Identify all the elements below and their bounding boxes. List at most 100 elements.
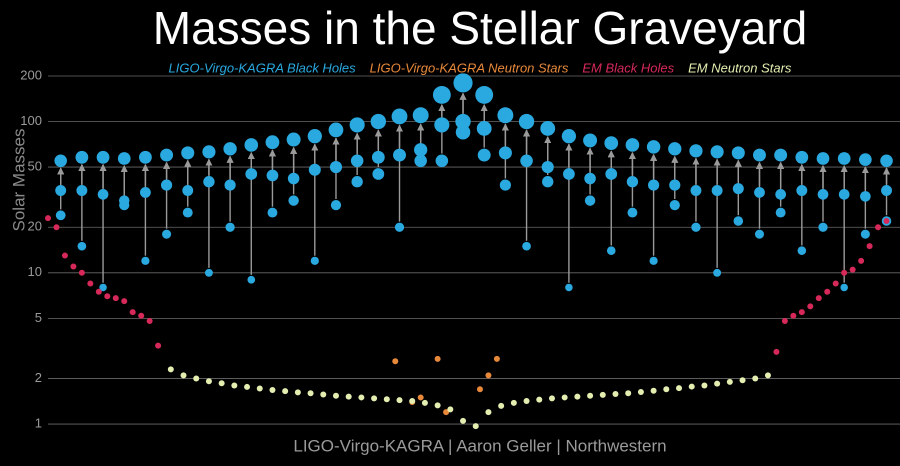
bh-point — [139, 186, 151, 198]
bh-point — [691, 222, 701, 232]
bh-point — [204, 268, 213, 277]
point — [294, 389, 301, 396]
chart-title: Masses in the Stellar Graveyard — [153, 2, 808, 54]
bh-point — [181, 146, 195, 160]
bh-point — [584, 195, 596, 206]
bh-point — [627, 207, 638, 218]
point — [676, 385, 683, 392]
legend-entry: EM Black Holes — [582, 60, 674, 75]
point — [383, 396, 390, 403]
point — [53, 224, 60, 231]
bh-point — [584, 172, 596, 185]
bh-point — [76, 185, 88, 196]
bh-point — [499, 179, 511, 191]
bh-point — [797, 246, 807, 255]
point — [824, 288, 831, 295]
point — [70, 263, 77, 270]
bh-point — [518, 113, 535, 130]
bh-point — [754, 229, 765, 239]
bh-point — [475, 85, 494, 104]
bh-point — [225, 222, 235, 232]
bh-point — [476, 121, 492, 136]
bh-point — [160, 148, 174, 162]
bh-point — [816, 152, 830, 165]
bh-point — [55, 185, 67, 196]
point — [104, 293, 111, 300]
point — [752, 375, 759, 382]
bh-point — [351, 176, 363, 188]
bh-point — [455, 113, 471, 130]
bh-point — [267, 207, 278, 218]
point — [548, 395, 555, 402]
bh-point — [202, 145, 216, 159]
bh-point — [860, 229, 870, 239]
y-tick-label: 10 — [28, 264, 42, 279]
point — [815, 295, 822, 302]
bh-point — [606, 246, 616, 255]
bh-point — [350, 154, 364, 168]
bh-point — [245, 168, 258, 180]
bh-point — [162, 229, 172, 239]
bh-point — [54, 154, 67, 168]
y-tick-label: 5 — [35, 310, 42, 325]
bh-point — [710, 145, 724, 159]
y-tick-label: 50 — [28, 158, 42, 173]
point — [282, 388, 289, 395]
bh-point — [453, 73, 473, 93]
bh-point — [859, 153, 872, 166]
point — [476, 386, 483, 393]
point — [256, 385, 263, 392]
point — [434, 402, 441, 409]
point — [205, 378, 212, 385]
point — [841, 269, 848, 276]
point — [790, 312, 797, 319]
bh-point — [565, 283, 573, 292]
bh-point — [224, 179, 236, 191]
bh-point — [563, 168, 575, 180]
point — [358, 394, 365, 401]
point — [87, 280, 94, 287]
point — [95, 288, 102, 295]
point — [523, 398, 530, 405]
point — [650, 387, 657, 394]
bh-point — [223, 142, 237, 156]
bh-point — [455, 124, 471, 140]
point — [875, 224, 882, 231]
bh-point — [266, 169, 279, 182]
bh-point — [840, 283, 848, 292]
y-tick-label: 2 — [35, 370, 42, 385]
bh-point — [817, 188, 829, 200]
bh-point — [328, 122, 344, 138]
bh-point — [414, 154, 427, 168]
bh-point — [477, 148, 491, 162]
bh-point — [795, 150, 809, 164]
bh-point — [182, 207, 193, 218]
point — [417, 394, 424, 401]
y-axis-label: Solar Masses — [9, 129, 28, 232]
point — [849, 266, 856, 273]
bh-point — [690, 185, 702, 196]
legend-entry: LIGO-Virgo-KAGRA Black Holes — [169, 60, 357, 75]
footer: LIGO-Virgo-KAGRA | Aaron Geller | Northw… — [293, 436, 666, 455]
point — [663, 386, 670, 393]
point — [485, 372, 492, 379]
bh-point — [99, 283, 107, 292]
y-tick-label: 1 — [35, 416, 42, 431]
point — [307, 390, 314, 397]
bh-point — [244, 138, 259, 152]
bh-point — [733, 216, 744, 226]
point — [146, 318, 153, 325]
bh-point — [774, 148, 788, 162]
point — [138, 312, 145, 319]
bh-point — [247, 275, 256, 284]
bh-point — [753, 148, 766, 162]
point — [599, 391, 606, 398]
point — [244, 383, 251, 390]
bh-point — [286, 132, 301, 147]
point — [434, 355, 441, 362]
legend: LIGO-Virgo-KAGRA Black Holes LIGO-Virgo-K… — [169, 60, 792, 75]
bh-point — [522, 241, 531, 251]
bh-point — [160, 179, 173, 191]
bh-point — [349, 117, 365, 133]
